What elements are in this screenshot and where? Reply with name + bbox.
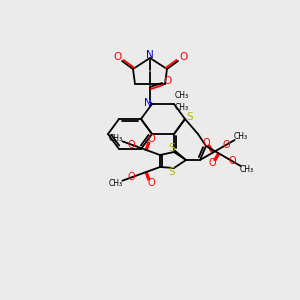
Text: CH₃: CH₃ [240, 165, 254, 174]
Text: O: O [128, 172, 136, 182]
Text: O: O [179, 52, 187, 62]
Text: S: S [187, 112, 193, 122]
Text: S: S [169, 167, 175, 177]
Text: N: N [146, 50, 154, 60]
Text: CH₃: CH₃ [109, 178, 123, 188]
Text: O: O [113, 52, 121, 62]
Text: O: O [147, 134, 155, 144]
Text: CH₃: CH₃ [175, 92, 189, 100]
Text: S: S [169, 143, 175, 153]
Text: CH₃: CH₃ [234, 132, 248, 141]
Text: O: O [128, 140, 136, 150]
Text: O: O [228, 156, 236, 166]
Text: O: O [147, 178, 155, 188]
Text: N: N [144, 98, 152, 108]
Text: O: O [208, 158, 216, 168]
Text: O: O [222, 140, 230, 150]
Text: O: O [163, 76, 171, 86]
Text: CH₃: CH₃ [175, 103, 189, 112]
Text: O: O [202, 138, 210, 148]
Text: CH₃: CH₃ [109, 134, 123, 143]
